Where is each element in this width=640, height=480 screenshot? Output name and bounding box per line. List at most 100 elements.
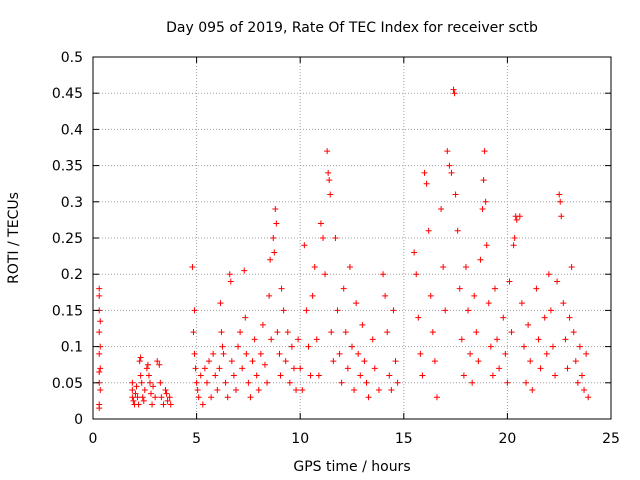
data-point: [96, 368, 103, 375]
data-point: [585, 394, 592, 401]
data-point: [489, 372, 496, 379]
data-point: [525, 321, 532, 328]
chart-title: Day 095 of 2019, Rate Of TEC Index for r…: [166, 20, 538, 36]
data-point: [166, 394, 173, 401]
data-point: [301, 242, 308, 249]
data-point: [413, 271, 420, 278]
data-point: [363, 379, 370, 386]
data-point: [438, 206, 445, 213]
data-point: [224, 394, 231, 401]
data-point: [516, 213, 523, 220]
y-tick-label: 0.15: [52, 303, 83, 319]
data-point: [218, 329, 225, 336]
data-point: [423, 180, 430, 187]
data-point: [280, 307, 287, 314]
data-point: [251, 336, 258, 343]
data-point: [139, 394, 146, 401]
data-point: [487, 343, 494, 350]
data-point: [243, 350, 250, 357]
data-point: [239, 365, 246, 372]
data-point: [511, 235, 518, 241]
data-point: [164, 397, 171, 404]
data-point: [253, 372, 260, 379]
data-point: [446, 162, 453, 169]
data-point: [201, 365, 208, 372]
y-tick-label: 0.45: [52, 86, 83, 102]
data-point: [351, 387, 358, 394]
data-point: [192, 365, 199, 372]
y-tick-label: 0.05: [52, 376, 83, 392]
data-point: [454, 227, 461, 234]
x-tick-label: 15: [395, 431, 413, 447]
data-point: [193, 379, 200, 386]
data-point: [332, 235, 339, 241]
data-point: [156, 361, 163, 368]
data-point: [570, 329, 577, 336]
data-point: [375, 387, 382, 394]
data-point: [309, 292, 316, 299]
data-point: [96, 292, 103, 299]
data-point: [506, 278, 513, 285]
data-point: [152, 394, 159, 401]
y-tick-label: 0.4: [61, 122, 83, 138]
data-point: [206, 358, 213, 365]
data-point: [267, 256, 274, 263]
data-point: [313, 336, 320, 343]
data-point: [214, 387, 221, 394]
data-point: [271, 249, 278, 256]
data-point: [346, 263, 353, 270]
data-point: [471, 292, 478, 299]
data-point: [222, 379, 229, 386]
data-point: [235, 343, 242, 350]
data-point: [576, 343, 583, 350]
data-point: [212, 372, 219, 379]
data-point: [419, 372, 426, 379]
data-point: [452, 191, 459, 198]
data-point: [460, 372, 467, 379]
data-point: [462, 263, 469, 270]
data-point: [328, 329, 335, 336]
data-point: [194, 387, 201, 394]
data-point: [190, 329, 197, 336]
data-point: [257, 350, 264, 357]
x-tick-label: 10: [291, 431, 309, 447]
data-point: [349, 343, 355, 350]
data-point: [226, 271, 233, 278]
x-axis-title: GPS time / hours: [293, 459, 410, 475]
data-point: [228, 358, 235, 365]
data-point: [330, 358, 337, 365]
data-point: [282, 358, 289, 365]
data-point: [270, 235, 277, 241]
data-point: [259, 321, 266, 328]
data-point: [535, 336, 542, 343]
data-point: [510, 242, 517, 249]
data-point: [543, 350, 550, 357]
data-point: [129, 379, 136, 386]
data-point: [421, 169, 428, 176]
y-axis-title: ROTI / TECUs: [6, 192, 22, 284]
data-point: [162, 387, 169, 394]
data-point: [157, 379, 164, 386]
data-point: [217, 300, 224, 307]
data-point: [568, 263, 575, 270]
data-point: [143, 365, 150, 372]
data-point: [361, 358, 368, 365]
data-point: [527, 358, 534, 365]
data-point: [365, 394, 372, 401]
data-point: [465, 307, 472, 314]
data-point: [336, 350, 343, 357]
data-point: [557, 198, 564, 205]
data-point: [144, 361, 151, 368]
data-point: [388, 387, 395, 394]
data-point: [480, 177, 487, 184]
data-point: [136, 358, 143, 365]
data-point: [249, 358, 256, 365]
data-point: [288, 343, 295, 350]
data-point: [518, 300, 525, 307]
data-point: [340, 285, 347, 292]
data-point: [334, 307, 341, 314]
data-point: [325, 169, 332, 176]
data-point: [141, 387, 148, 394]
data-point: [549, 343, 556, 350]
data-point: [425, 227, 432, 234]
